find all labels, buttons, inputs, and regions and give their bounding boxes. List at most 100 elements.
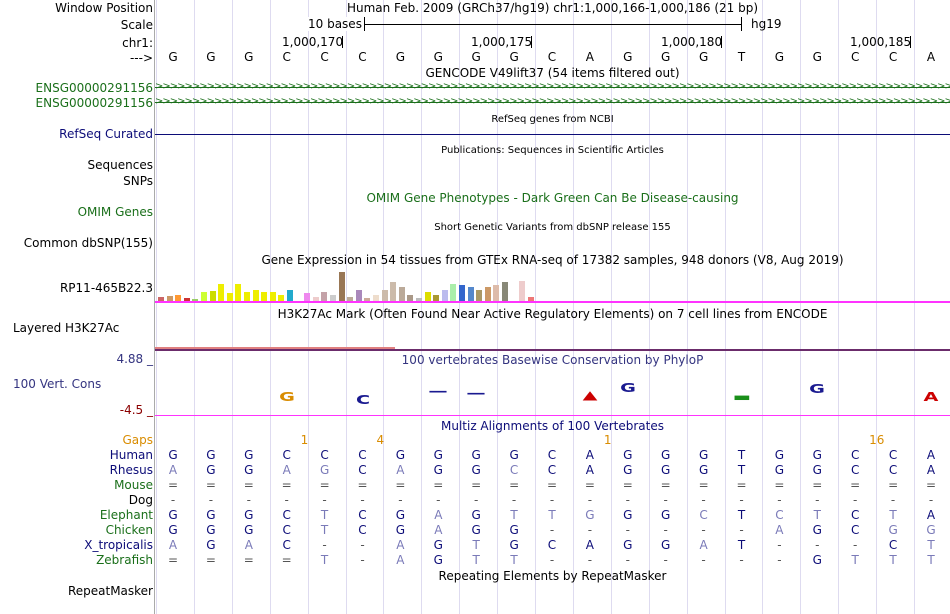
reference-base[interactable]: C bbox=[320, 50, 329, 64]
gtex-tissue-bar[interactable] bbox=[381, 290, 388, 301]
gtex-tissue-bar[interactable] bbox=[278, 295, 285, 301]
reference-base[interactable]: G bbox=[433, 50, 443, 64]
track-area[interactable]: Human Feb. 2009 (GRCh37/hg19) chr1:1,000… bbox=[155, 0, 950, 614]
gtex-tissue-bar[interactable] bbox=[355, 290, 362, 301]
gtex-tissue-bar[interactable] bbox=[416, 298, 422, 301]
gtex-tissue-bar[interactable] bbox=[407, 295, 414, 301]
reference-base[interactable]: G bbox=[698, 50, 709, 64]
gtex-tissue-bar[interactable] bbox=[175, 295, 182, 301]
species-label-mouse[interactable]: Mouse bbox=[114, 478, 153, 492]
reference-base[interactable]: G bbox=[812, 50, 822, 64]
gtex-tissue-bar[interactable] bbox=[459, 285, 465, 301]
species-label-elephant[interactable]: Elephant bbox=[99, 508, 153, 522]
refseq-label[interactable]: RefSeq Curated bbox=[59, 127, 153, 141]
alignment-base: T bbox=[813, 508, 821, 522]
gtex-tissue-bar[interactable] bbox=[424, 292, 431, 301]
alignment-base: G bbox=[471, 448, 481, 462]
gtex-tissue-bar[interactable] bbox=[192, 299, 199, 301]
gtex-tissue-bar[interactable] bbox=[484, 287, 491, 301]
gtex-tissue-bar[interactable] bbox=[467, 287, 474, 301]
h3k27ac-label[interactable]: Layered H3K27Ac bbox=[13, 321, 120, 335]
gtex-tissue-bar[interactable] bbox=[269, 292, 276, 301]
reference-base[interactable]: A bbox=[585, 50, 594, 64]
omim-label[interactable]: OMIM Genes bbox=[77, 205, 153, 219]
species-label-rhesus[interactable]: Rhesus bbox=[109, 463, 153, 477]
gtex-tissue-bar[interactable] bbox=[201, 292, 207, 301]
gtex-tissue-bar[interactable] bbox=[235, 284, 242, 301]
scale-label[interactable]: Scale bbox=[120, 18, 153, 32]
gtex-tissue-bar[interactable] bbox=[450, 284, 457, 301]
gtex-tissue-bar[interactable] bbox=[364, 298, 371, 301]
gaps-label[interactable]: Gaps bbox=[122, 433, 153, 447]
gencode-transcript-1[interactable]: >>>>>>>>>>>>>>>>>>>>>>>>>>>>>>>>>>>>>>>>… bbox=[155, 81, 950, 93]
gtex-tissue-bar[interactable] bbox=[244, 292, 250, 301]
reference-base[interactable]: G bbox=[661, 50, 671, 64]
gtex-tissue-bar[interactable] bbox=[183, 298, 190, 301]
gtex-tissue-bar[interactable] bbox=[252, 290, 259, 301]
reference-base[interactable]: C bbox=[888, 50, 898, 64]
gtex-tissue-bar[interactable] bbox=[209, 291, 216, 301]
reference-base[interactable]: A bbox=[926, 50, 936, 64]
reference-base[interactable]: T bbox=[737, 50, 746, 64]
reference-base[interactable]: C bbox=[850, 50, 860, 64]
gtex-tissue-bar[interactable] bbox=[295, 300, 302, 301]
gtex-tissue-bar[interactable] bbox=[304, 293, 311, 301]
snps-label[interactable]: SNPs bbox=[123, 174, 153, 188]
reference-base[interactable]: C bbox=[282, 50, 291, 64]
gtex-tissue-bar[interactable] bbox=[312, 297, 319, 301]
gtex-tissue-bar[interactable] bbox=[226, 293, 233, 301]
gtex-tissue-bar[interactable] bbox=[218, 284, 225, 301]
strand-arrow-label[interactable]: ---> bbox=[129, 51, 153, 65]
gtex-expression-bars[interactable] bbox=[155, 268, 535, 301]
grid-line bbox=[535, 0, 536, 614]
gencode-gene-label-1[interactable]: ENSG00000291156 bbox=[35, 81, 153, 95]
species-label-chicken[interactable]: Chicken bbox=[105, 523, 153, 537]
gtex-tissue-bar[interactable] bbox=[321, 292, 328, 301]
gencode-transcript-2[interactable]: >>>>>>>>>>>>>>>>>>>>>>>>>>>>>>>>>>>>>>>>… bbox=[155, 96, 950, 108]
gtex-tissue-bar[interactable] bbox=[390, 282, 397, 301]
window-position-label[interactable]: Window Position bbox=[55, 1, 153, 15]
gencode-gene-label-2[interactable]: ENSG00000291156 bbox=[35, 96, 153, 110]
gtex-gene-label[interactable]: RP11-465B22.3 bbox=[59, 281, 153, 295]
gtex-tissue-bar[interactable] bbox=[502, 282, 508, 301]
gtex-tissue-bar[interactable] bbox=[338, 272, 345, 301]
alignment-base: - bbox=[360, 538, 365, 552]
alignment-base: - bbox=[625, 523, 630, 537]
gtex-tissue-bar[interactable] bbox=[373, 295, 379, 301]
reference-base[interactable]: C bbox=[358, 50, 367, 64]
gtex-tissue-bar[interactable] bbox=[519, 281, 526, 301]
gtex-tissue-bar[interactable] bbox=[166, 296, 173, 301]
reference-base[interactable]: G bbox=[206, 50, 216, 64]
gtex-tissue-bar[interactable] bbox=[261, 292, 268, 301]
reference-base[interactable]: G bbox=[168, 50, 178, 64]
refseq-gene-line[interactable] bbox=[155, 134, 950, 135]
chr-label[interactable]: chr1: bbox=[122, 36, 153, 50]
gtex-tissue-bar[interactable] bbox=[398, 287, 405, 301]
gtex-tissue-bar[interactable] bbox=[510, 297, 517, 301]
reference-base[interactable]: G bbox=[471, 50, 481, 64]
species-label-dog[interactable]: Dog bbox=[128, 493, 153, 507]
gtex-tissue-bar[interactable] bbox=[527, 297, 534, 301]
gtex-tissue-bar[interactable] bbox=[476, 290, 483, 301]
gtex-tissue-bar[interactable] bbox=[433, 295, 440, 301]
reference-base[interactable]: C bbox=[547, 50, 557, 64]
reference-base[interactable]: G bbox=[774, 50, 785, 64]
species-label-human[interactable]: Human bbox=[109, 448, 153, 462]
reference-base[interactable]: G bbox=[509, 50, 519, 64]
gtex-tissue-bar[interactable] bbox=[347, 297, 354, 301]
species-label-x-tropicalis[interactable]: X_tropicalis bbox=[84, 538, 153, 552]
repeatmasker-label[interactable]: RepeatMasker bbox=[67, 584, 153, 598]
species-label-zebrafish[interactable]: Zebrafish bbox=[96, 553, 153, 567]
dbsnp-label[interactable]: Common dbSNP(155) bbox=[23, 236, 153, 250]
cons-track-label[interactable]: 100 Vert. Cons bbox=[13, 377, 102, 391]
gtex-tissue-bar[interactable] bbox=[493, 285, 500, 301]
gtex-tissue-bar[interactable] bbox=[158, 297, 164, 301]
gtex-tissue-bar[interactable] bbox=[287, 290, 293, 301]
gtex-tissue-bar[interactable] bbox=[330, 295, 336, 301]
reference-base[interactable]: G bbox=[244, 50, 254, 64]
reference-base[interactable]: G bbox=[623, 50, 633, 64]
gtex-tissue-bar[interactable] bbox=[441, 290, 448, 301]
sequences-label[interactable]: Sequences bbox=[87, 158, 153, 172]
reference-base[interactable]: G bbox=[395, 50, 406, 64]
h3k27ac-signal[interactable] bbox=[155, 347, 395, 350]
